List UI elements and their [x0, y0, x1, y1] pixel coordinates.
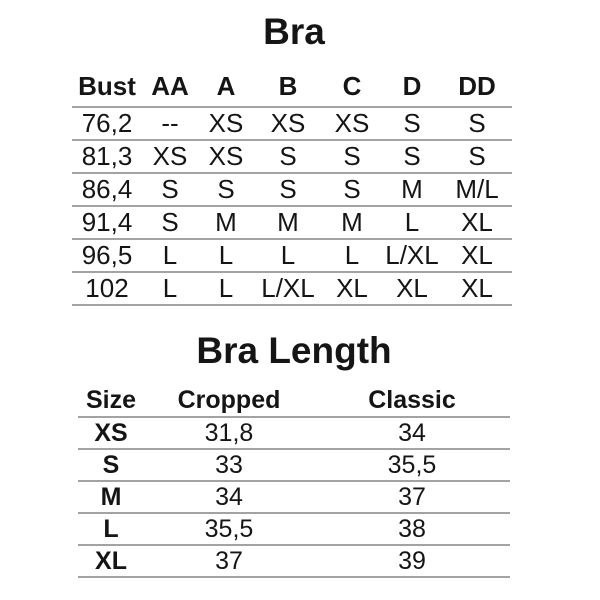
bra-size-table: Bust AA A B C D DD 76,2 -- XS XS XS S S 81,3 XS XS S S S S 86… — [72, 66, 512, 306]
table-cell: L — [78, 513, 144, 546]
table-cell: S — [322, 173, 382, 207]
table-cell: S — [198, 173, 254, 207]
table-cell: XS — [254, 107, 322, 141]
column-header: Bust — [72, 66, 142, 108]
table-row: L 35,5 38 — [78, 513, 510, 546]
table-row: XL 37 39 — [78, 545, 510, 578]
table-cell: M — [382, 173, 442, 207]
table-cell: XL — [322, 272, 382, 306]
table-cell: S — [254, 140, 322, 174]
table-cell: XL — [442, 272, 512, 306]
table-cell: S — [142, 206, 198, 240]
table-cell: S — [382, 140, 442, 174]
column-header: Classic — [314, 384, 510, 418]
table-cell: 31,8 — [144, 417, 314, 450]
table-cell: M — [322, 206, 382, 240]
table-cell: 102 — [72, 272, 142, 306]
table-cell: S — [322, 140, 382, 174]
table-cell: XS — [322, 107, 382, 141]
table-cell: -- — [142, 107, 198, 141]
bra-length-table-title: Bra Length — [196, 330, 392, 371]
table-cell: L — [198, 239, 254, 273]
table-cell: 35,5 — [144, 513, 314, 546]
table-row: 76,2 -- XS XS XS S S — [72, 107, 512, 141]
table-cell: 37 — [314, 481, 510, 514]
table-cell: 35,5 — [314, 449, 510, 482]
table-cell: 39 — [314, 545, 510, 578]
table-cell: 37 — [144, 545, 314, 578]
table-cell: L — [382, 206, 442, 240]
table-cell: 96,5 — [72, 239, 142, 273]
table-cell: S — [78, 449, 144, 482]
table-cell: L — [254, 239, 322, 273]
table-cell: S — [142, 173, 198, 207]
table-cell: XS — [198, 140, 254, 174]
table-cell: 34 — [144, 481, 314, 514]
table-cell: XS — [142, 140, 198, 174]
column-header: AA — [142, 66, 198, 108]
table-cell: L — [142, 239, 198, 273]
table-cell: XS — [78, 417, 144, 450]
table-cell: 86,4 — [72, 173, 142, 207]
column-header: B — [254, 66, 322, 108]
table-cell: 91,4 — [72, 206, 142, 240]
column-header: D — [382, 66, 442, 108]
table-cell: L — [142, 272, 198, 306]
column-header: C — [322, 66, 382, 108]
column-header: A — [198, 66, 254, 108]
table-cell: 76,2 — [72, 107, 142, 141]
table-row: 102 L L L/XL XL XL XL — [72, 272, 512, 306]
table-cell: M — [78, 481, 144, 514]
table-cell: L — [322, 239, 382, 273]
table-row: 91,4 S M M M L XL — [72, 206, 512, 240]
table-cell: XL — [78, 545, 144, 578]
table-cell: S — [442, 107, 512, 141]
table-cell: 81,3 — [72, 140, 142, 174]
table-row: S 33 35,5 — [78, 449, 510, 482]
table-header-row: Size Cropped Classic — [78, 384, 510, 418]
table-cell: 38 — [314, 513, 510, 546]
column-header: Size — [78, 384, 144, 418]
table-cell: 33 — [144, 449, 314, 482]
column-header: DD — [442, 66, 512, 108]
table-cell: XL — [442, 239, 512, 273]
table-cell: XL — [382, 272, 442, 306]
table-cell: S — [254, 173, 322, 207]
table-cell: XS — [198, 107, 254, 141]
table-cell: XL — [442, 206, 512, 240]
bra-length-table: Size Cropped Classic XS 31,8 34 S 33 35,5 M 34 37 L 3… — [78, 384, 510, 578]
table-cell: M/L — [442, 173, 512, 207]
table-header-row: Bust AA A B C D DD — [72, 66, 512, 108]
column-header: Cropped — [144, 384, 314, 418]
table-cell: L — [198, 272, 254, 306]
table-row: 86,4 S S S S M M/L — [72, 173, 512, 207]
table-cell: S — [442, 140, 512, 174]
table-row: M 34 37 — [78, 481, 510, 514]
table-cell: 34 — [314, 417, 510, 450]
table-row: 81,3 XS XS S S S S — [72, 140, 512, 174]
table-cell: L/XL — [254, 272, 322, 306]
table-row: XS 31,8 34 — [78, 417, 510, 450]
table-cell: M — [254, 206, 322, 240]
table-cell: S — [382, 107, 442, 141]
bra-table-title: Bra — [263, 11, 325, 52]
table-row: 96,5 L L L L L/XL XL — [72, 239, 512, 273]
table-cell: M — [198, 206, 254, 240]
table-cell: L/XL — [382, 239, 442, 273]
